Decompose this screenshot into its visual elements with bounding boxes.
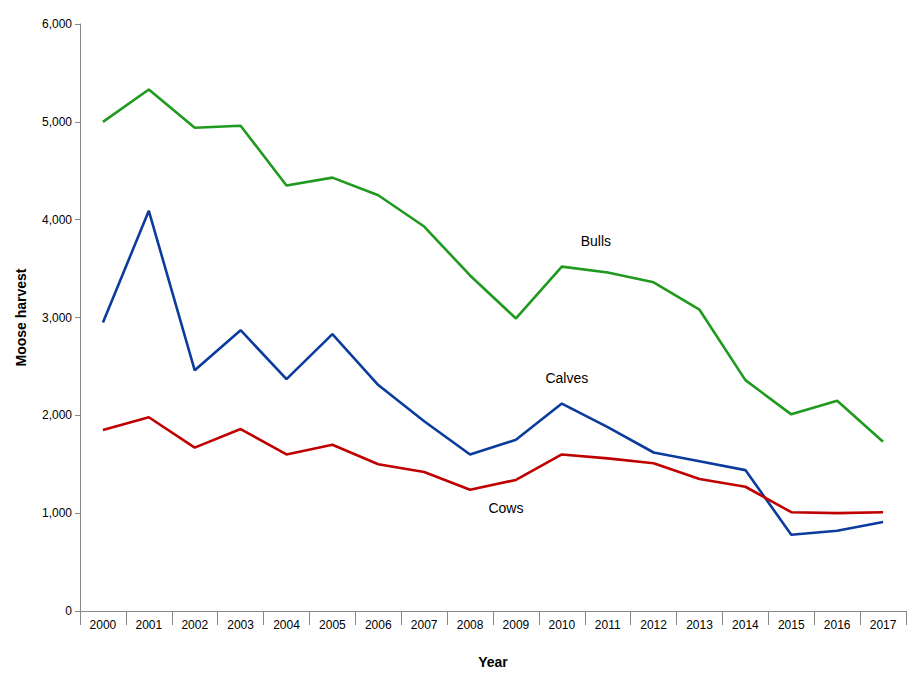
svg-text:Cows: Cows [488, 500, 523, 516]
svg-text:Year: Year [478, 654, 508, 670]
svg-text:5,000: 5,000 [42, 115, 72, 129]
svg-text:2013: 2013 [686, 618, 713, 632]
svg-text:2005: 2005 [319, 618, 346, 632]
svg-text:2009: 2009 [503, 618, 530, 632]
svg-text:2002: 2002 [181, 618, 208, 632]
svg-text:2010: 2010 [548, 618, 575, 632]
svg-text:2015: 2015 [778, 618, 805, 632]
svg-text:2017: 2017 [870, 618, 897, 632]
svg-text:2016: 2016 [824, 618, 851, 632]
svg-text:Moose harvest: Moose harvest [13, 268, 29, 366]
svg-text:2011: 2011 [595, 618, 621, 632]
svg-text:0: 0 [65, 604, 72, 618]
svg-text:2000: 2000 [90, 618, 117, 632]
svg-text:2007: 2007 [411, 618, 438, 632]
svg-text:2012: 2012 [640, 618, 667, 632]
svg-text:3,000: 3,000 [42, 311, 72, 325]
svg-text:2014: 2014 [732, 618, 759, 632]
svg-text:6,000: 6,000 [42, 17, 72, 31]
svg-text:2008: 2008 [457, 618, 484, 632]
svg-text:2,000: 2,000 [42, 408, 72, 422]
svg-text:1,000: 1,000 [42, 506, 72, 520]
svg-text:Calves: Calves [545, 370, 588, 386]
svg-text:Bulls: Bulls [581, 233, 611, 249]
svg-text:2006: 2006 [365, 618, 392, 632]
svg-text:2004: 2004 [273, 618, 300, 632]
svg-text:2001: 2001 [135, 618, 162, 632]
svg-text:4,000: 4,000 [42, 213, 72, 227]
svg-text:2003: 2003 [227, 618, 254, 632]
